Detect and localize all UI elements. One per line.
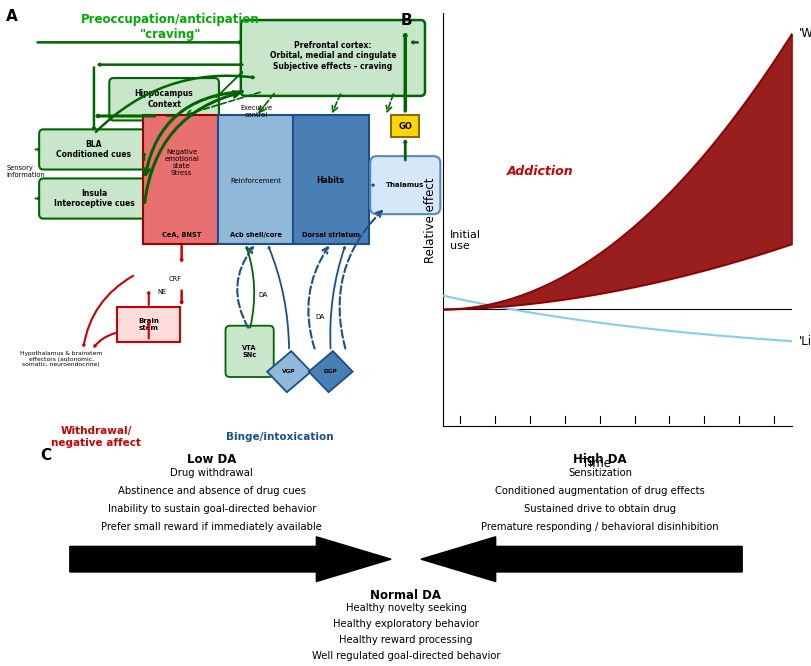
Text: Prefer small reward if immediately available: Prefer small reward if immediately avail… bbox=[101, 522, 322, 532]
Text: Abstinence and absence of drug cues: Abstinence and absence of drug cues bbox=[118, 486, 306, 496]
Text: Negative
emotional
state
Stress: Negative emotional state Stress bbox=[164, 149, 199, 176]
Text: A: A bbox=[6, 9, 18, 24]
Text: DA: DA bbox=[315, 314, 324, 320]
Text: Healthy exploratory behavior: Healthy exploratory behavior bbox=[333, 619, 478, 629]
Text: Withdrawal/
negative affect: Withdrawal/ negative affect bbox=[51, 426, 141, 448]
Text: Sustained drive to obtain drug: Sustained drive to obtain drug bbox=[524, 503, 676, 513]
Polygon shape bbox=[267, 351, 311, 392]
Text: Time: Time bbox=[581, 458, 611, 470]
FancyBboxPatch shape bbox=[391, 115, 418, 137]
Text: DGP: DGP bbox=[324, 369, 337, 374]
Text: Normal DA: Normal DA bbox=[370, 589, 441, 602]
Text: Insula
Interoceptive cues: Insula Interoceptive cues bbox=[54, 189, 134, 208]
Polygon shape bbox=[308, 351, 352, 392]
FancyBboxPatch shape bbox=[144, 115, 220, 244]
FancyBboxPatch shape bbox=[39, 178, 148, 218]
FancyBboxPatch shape bbox=[241, 20, 424, 96]
Text: DA: DA bbox=[258, 292, 267, 298]
FancyBboxPatch shape bbox=[117, 307, 180, 342]
FancyBboxPatch shape bbox=[292, 115, 368, 244]
Text: Low DA: Low DA bbox=[187, 453, 236, 466]
Text: VTA
SNc: VTA SNc bbox=[242, 344, 256, 358]
Text: Executive
control: Executive control bbox=[240, 105, 272, 118]
Text: High DA: High DA bbox=[573, 453, 626, 466]
FancyBboxPatch shape bbox=[370, 156, 440, 214]
Text: Sensitization: Sensitization bbox=[568, 468, 632, 478]
Text: Addiction: Addiction bbox=[506, 165, 573, 178]
Text: VGP: VGP bbox=[282, 369, 295, 374]
Text: Conditioned augmentation of drug effects: Conditioned augmentation of drug effects bbox=[495, 486, 704, 496]
Text: 'Liking': 'Liking' bbox=[798, 335, 811, 348]
Text: Sensory
information: Sensory information bbox=[6, 165, 45, 178]
Text: Inability to sustain goal-directed behavior: Inability to sustain goal-directed behav… bbox=[107, 503, 315, 513]
Text: C: C bbox=[40, 448, 51, 464]
FancyBboxPatch shape bbox=[225, 326, 273, 377]
Text: Reinforcement: Reinforcement bbox=[230, 178, 281, 184]
Text: Healthy reward processing: Healthy reward processing bbox=[339, 635, 472, 645]
Text: Preoccupation/anticipation
"craving": Preoccupation/anticipation "craving" bbox=[81, 13, 260, 41]
Text: 'Wanting': 'Wanting' bbox=[798, 27, 811, 41]
FancyBboxPatch shape bbox=[218, 115, 294, 244]
Polygon shape bbox=[420, 537, 741, 581]
Text: Initial
use: Initial use bbox=[449, 230, 480, 251]
Text: B: B bbox=[400, 13, 412, 29]
Text: Dorsal striatum: Dorsal striatum bbox=[302, 232, 359, 238]
Text: Drug withdrawal: Drug withdrawal bbox=[170, 468, 253, 478]
FancyBboxPatch shape bbox=[39, 129, 148, 170]
Text: Prefrontal cortex:
Orbital, medial and cingulate
Subjective effects – craving: Prefrontal cortex: Orbital, medial and c… bbox=[269, 41, 396, 71]
Text: Acb shell/core: Acb shell/core bbox=[230, 232, 282, 238]
Polygon shape bbox=[70, 537, 391, 581]
Text: Brain
stem: Brain stem bbox=[138, 318, 159, 331]
Text: NE: NE bbox=[157, 290, 166, 296]
Text: Thalamus: Thalamus bbox=[385, 182, 424, 188]
Text: Well regulated goal-directed behavior: Well regulated goal-directed behavior bbox=[311, 651, 500, 661]
Text: Binge/intoxication: Binge/intoxication bbox=[226, 432, 333, 442]
FancyBboxPatch shape bbox=[109, 78, 219, 121]
Text: Hypothalamus & brainstem
effectors (autonomic,
somatic, neuroendocrine): Hypothalamus & brainstem effectors (auto… bbox=[20, 351, 102, 368]
Text: Hippocampus
Context: Hippocampus Context bbox=[135, 89, 193, 109]
Text: GO: GO bbox=[398, 122, 412, 131]
Text: BLA
Conditioned cues: BLA Conditioned cues bbox=[57, 140, 131, 159]
Y-axis label: Relative effect: Relative effect bbox=[423, 177, 436, 262]
Text: Premature responding / behavioral disinhibition: Premature responding / behavioral disinh… bbox=[481, 522, 719, 532]
Text: Healthy novelty seeking: Healthy novelty seeking bbox=[345, 603, 466, 613]
Text: Habits: Habits bbox=[316, 176, 345, 185]
Text: CeA, BNST: CeA, BNST bbox=[161, 232, 201, 238]
Text: CRF: CRF bbox=[169, 276, 182, 282]
